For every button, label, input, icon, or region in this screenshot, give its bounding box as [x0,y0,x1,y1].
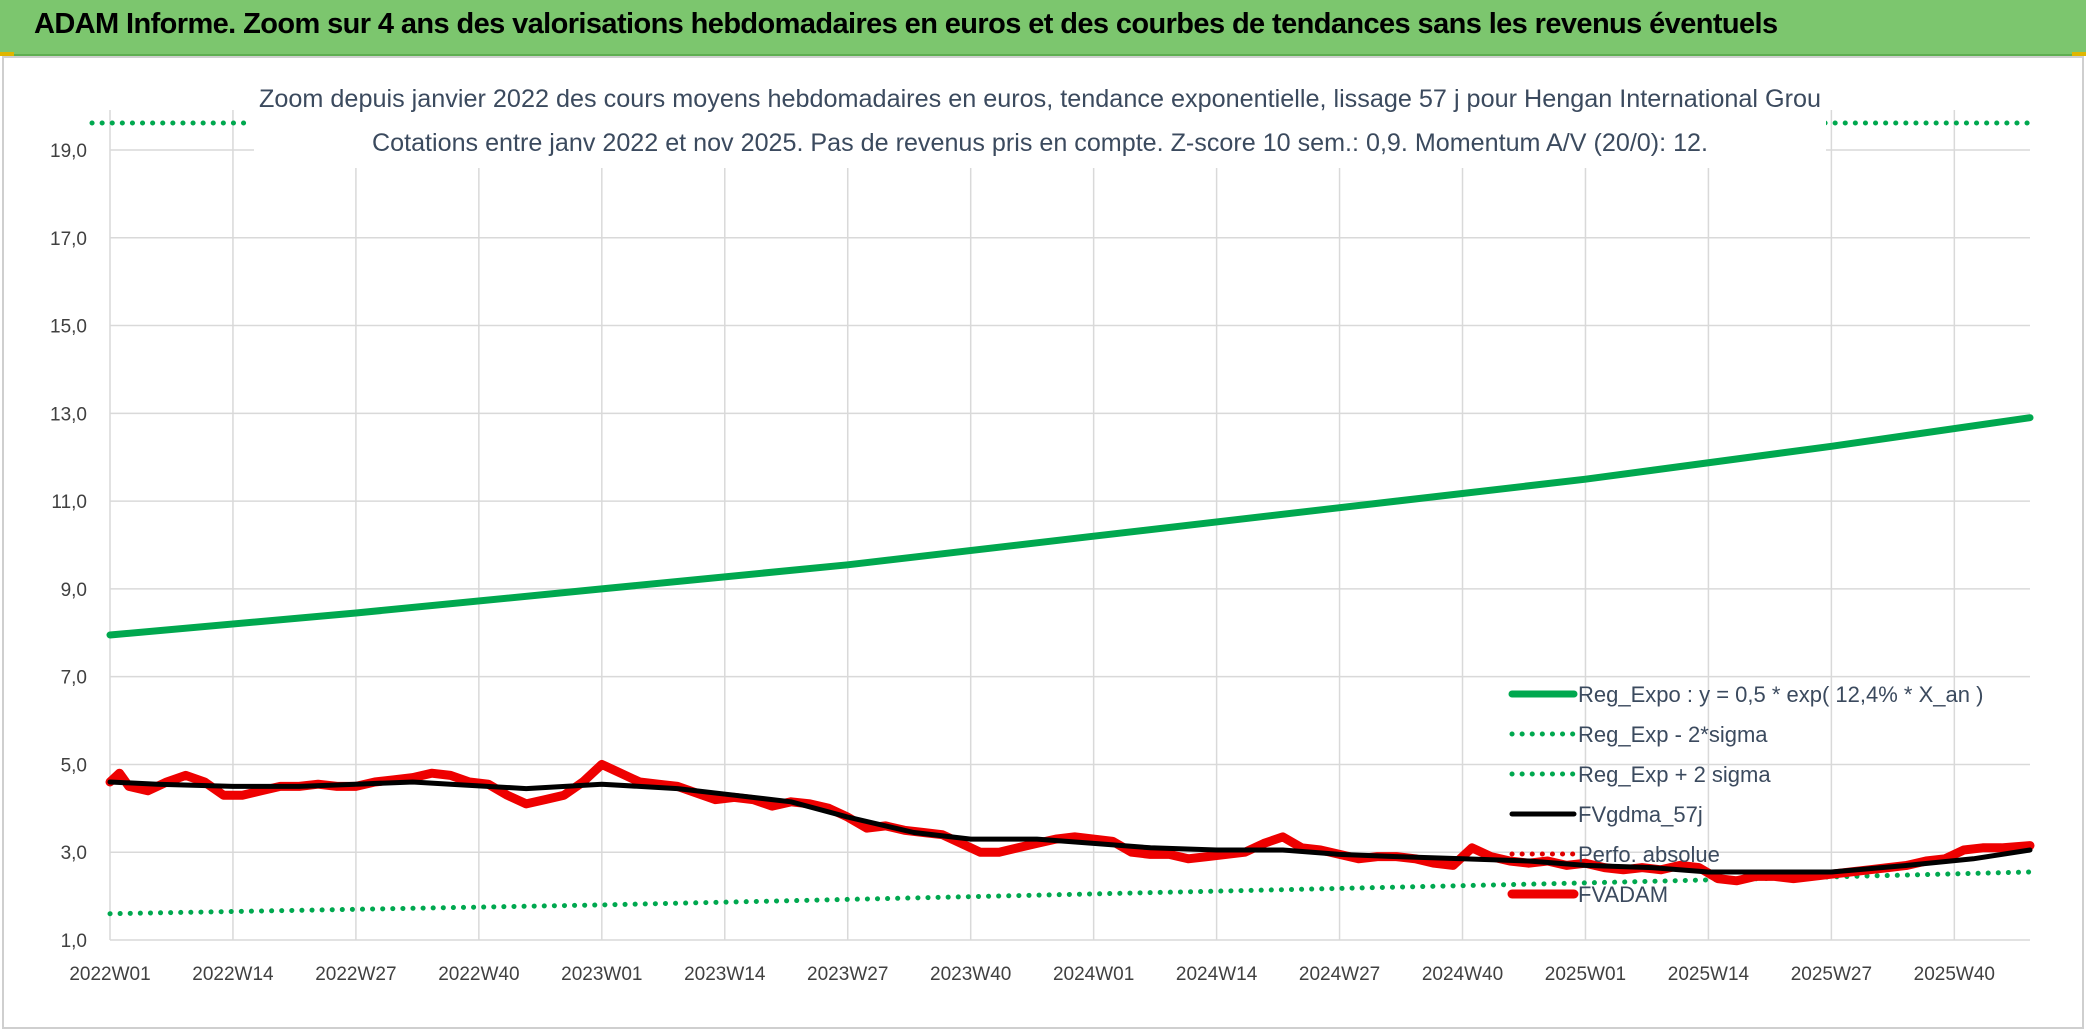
y-tick-label: 19,0 [50,141,87,162]
y-tick-label: 11,0 [51,492,87,513]
x-tick-label: 2022W40 [438,964,519,985]
title-backdrop [254,80,1826,168]
x-tick-label: 2025W14 [1668,964,1750,985]
legend-label: FVADAM [1578,882,1668,907]
series-line-0 [106,414,2034,639]
legend-label: Reg_Exp + 2 sigma [1578,762,1771,787]
y-tick-label: 17,0 [50,229,87,250]
x-tick-label: 2023W40 [930,964,1011,985]
x-tick-label: 2023W27 [807,964,888,985]
chart-grid [109,110,2030,941]
x-tick-label: 2024W40 [1422,964,1503,985]
x-tick-label: 2022W14 [192,964,274,985]
banner-title: ADAM Informe. Zoom sur 4 ans des valoris… [34,8,1778,40]
chart-subtitle: Cotations entre janv 2022 et nov 2025. P… [372,129,1708,157]
x-tick-label: 2024W27 [1299,964,1380,985]
series-line-3 [107,779,2033,875]
x-axis-ticks: 2022W01 2022W14 2022W27 2022W40 2023W01 2023W… [69,964,1995,985]
y-tick-label: 9,0 [61,580,87,601]
y-tick-label: 13,0 [50,404,87,425]
chart-frame [2,56,2084,1029]
chart-legend: Reg_Expo : y = 0,5 * exp( 12,4% * X_an )… [1507,682,1983,907]
x-tick-label: 2025W01 [1545,964,1626,985]
x-tick-label: 2024W01 [1053,964,1134,985]
x-tick-label: 2023W01 [561,964,642,985]
y-tick-label: 15,0 [50,317,87,338]
x-tick-label: 2023W14 [684,964,766,985]
x-tick-label: 2022W27 [315,964,396,985]
x-tick-label: 2025W40 [1914,964,1995,985]
banner-corner-left [0,52,14,56]
y-tick-label: 7,0 [61,668,87,689]
chart-title: Zoom depuis janvier 2022 des cours moyen… [259,85,1821,113]
report-banner: ADAM Informe. Zoom sur 4 ans des valoris… [0,0,2086,56]
legend-label: Reg_Expo : y = 0,5 * exp( 12,4% * X_an ) [1578,682,1983,707]
y-tick-label: 3,0 [61,843,87,864]
y-tick-label: 1,0 [61,931,87,952]
legend-label: FVgdma_57j [1578,802,1703,827]
x-tick-label: 2024W14 [1176,964,1258,985]
legend-label: Perfo. absolue [1578,842,1720,867]
banner-corner-right [2072,52,2086,56]
y-tick-label: 5,0 [61,755,87,776]
legend-label: Reg_Exp - 2*sigma [1578,722,1768,747]
y-axis-ticks: 1,0 3,0 5,0 7,0 9,0 11,0 13,0 15,0 17,0 19,0 [50,141,87,952]
series-layer [89,120,2039,917]
x-tick-label: 2025W27 [1791,964,1872,985]
x-tick-label: 2022W01 [69,964,150,985]
